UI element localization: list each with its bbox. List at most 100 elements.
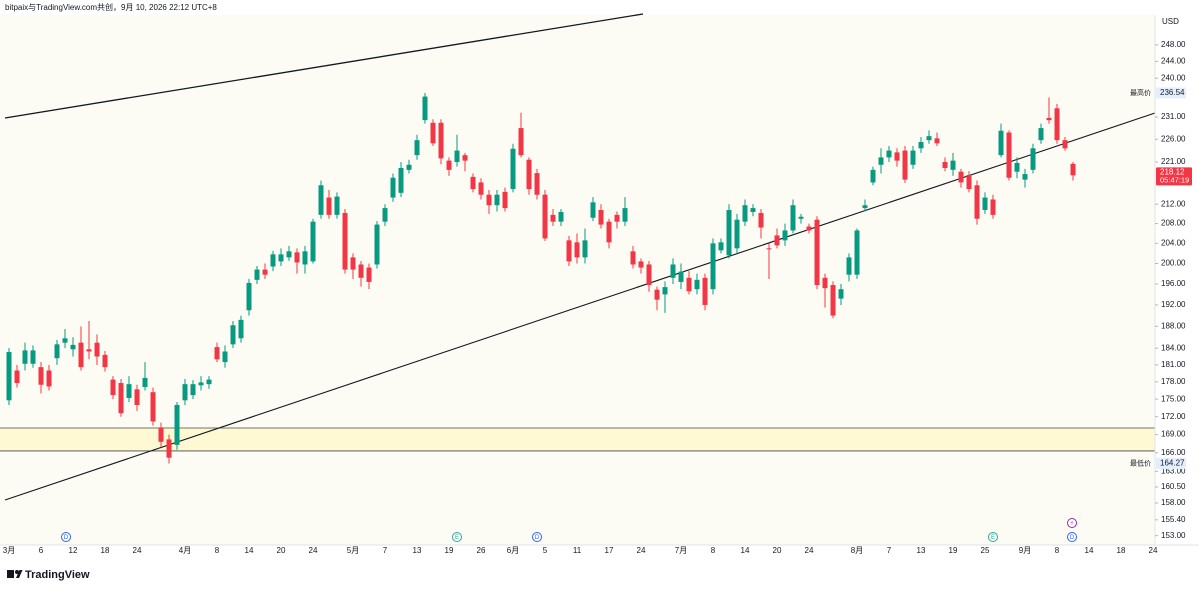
event-badge: [1067, 532, 1077, 542]
x-tick-label: 7: [383, 546, 388, 555]
price-zone: [0, 428, 1155, 451]
y-tick-label: 166.00: [1161, 448, 1186, 457]
candle-body: [550, 214, 556, 222]
price-tag-value: 236.54: [1160, 88, 1185, 97]
candle-body: [790, 205, 796, 231]
candle-body: [438, 122, 444, 159]
candle-body: [318, 185, 324, 215]
candle-body: [670, 264, 676, 278]
candle-body: [334, 196, 340, 215]
x-tick-label: 24: [133, 546, 142, 555]
candle-body: [742, 205, 748, 222]
x-tick-label: 11: [573, 546, 582, 555]
candle-body: [902, 150, 908, 180]
y-tick-label: 221.00: [1161, 157, 1186, 166]
candle-body: [878, 157, 884, 165]
candle-body: [486, 194, 492, 206]
candle-body: [998, 130, 1004, 156]
x-tick-label: 24: [1149, 546, 1158, 555]
candle-body: [302, 251, 308, 265]
y-tick-label: 181.00: [1161, 360, 1186, 369]
candle-body: [990, 199, 996, 215]
event-label: E: [991, 535, 995, 541]
logo-mark: [7, 570, 14, 578]
x-tick-label: 26: [477, 546, 486, 555]
y-tick-label: 172.00: [1161, 412, 1186, 421]
candle-body: [822, 277, 828, 289]
candle-body: [614, 214, 620, 222]
candle-body: [894, 152, 900, 161]
candle-body: [1046, 117, 1052, 121]
x-tick-label: 7: [887, 546, 892, 555]
candle-body: [678, 271, 684, 282]
x-tick-label: 25: [981, 546, 990, 555]
candle-body: [502, 191, 508, 209]
candle-body: [638, 261, 644, 268]
candle-body: [606, 221, 612, 243]
candle-body: [142, 377, 148, 388]
candle-body: [582, 240, 588, 258]
logo-mark: [16, 570, 23, 578]
candle-body: [830, 285, 836, 316]
candle-body: [886, 150, 892, 158]
candle-body: [1014, 162, 1020, 172]
candle-body: [134, 389, 140, 405]
y-tick-label: 153.00: [1161, 531, 1186, 540]
candle-body: [262, 269, 268, 275]
candle-body: [510, 148, 516, 190]
y-tick-label: 240.00: [1161, 73, 1186, 82]
candle-body: [814, 219, 820, 286]
candle-body: [838, 289, 844, 299]
x-tick-label: 14: [245, 546, 254, 555]
price-tag: [1156, 457, 1186, 469]
candle-body: [110, 379, 116, 396]
candle-body: [118, 383, 124, 414]
last-price-value: 218.12: [1160, 167, 1185, 176]
x-tick-label: 13: [413, 546, 422, 555]
y-tick-label: 155.40: [1161, 515, 1186, 524]
events: D E D E D ⚡: [61, 518, 1077, 542]
y-tick-label: 192.00: [1161, 300, 1186, 309]
x-tick-label: 18: [1117, 546, 1126, 555]
candle-body: [430, 122, 436, 144]
candle-body: [950, 160, 956, 170]
price-tag-value: 164.27: [1160, 459, 1185, 468]
candle-body: [62, 338, 68, 343]
candle-body: [766, 248, 772, 250]
candle-body: [1030, 148, 1036, 170]
x-tick-label: 8: [1055, 546, 1060, 555]
candle-body: [310, 221, 316, 262]
candle-body: [1070, 163, 1076, 176]
candle-body: [518, 128, 524, 156]
x-tick-label: 9月: [1019, 546, 1031, 555]
candle-body: [462, 155, 468, 161]
x-tick-label: 20: [277, 546, 286, 555]
candle-body: [494, 194, 500, 206]
candle-body: [398, 167, 404, 193]
candle-body: [422, 96, 428, 121]
candle-body: [46, 370, 52, 387]
event-label: E: [455, 535, 459, 541]
candle-body: [1054, 108, 1060, 141]
x-tick-label: 14: [1085, 546, 1094, 555]
candle-body: [1062, 140, 1068, 149]
event-badge: [452, 532, 462, 542]
x-tick-label: 19: [949, 546, 958, 555]
candle-body: [286, 251, 292, 258]
candle-body: [686, 277, 692, 292]
x-tick-label: 3月: [3, 546, 15, 555]
x-tick-label: 24: [637, 546, 646, 555]
y-tick-label: 231.00: [1161, 112, 1186, 121]
candle-body: [918, 141, 924, 149]
candle-body: [718, 242, 724, 251]
x-tick-label: 4月: [179, 546, 191, 555]
y-tick-label: 208.00: [1161, 219, 1186, 228]
price-tag-caption: 最低价: [1130, 458, 1151, 467]
candle-body: [558, 211, 564, 222]
candle-body: [662, 287, 668, 295]
candle-body: [526, 159, 532, 190]
y-tick-label: 175.00: [1161, 394, 1186, 403]
candle-body: [86, 349, 92, 352]
